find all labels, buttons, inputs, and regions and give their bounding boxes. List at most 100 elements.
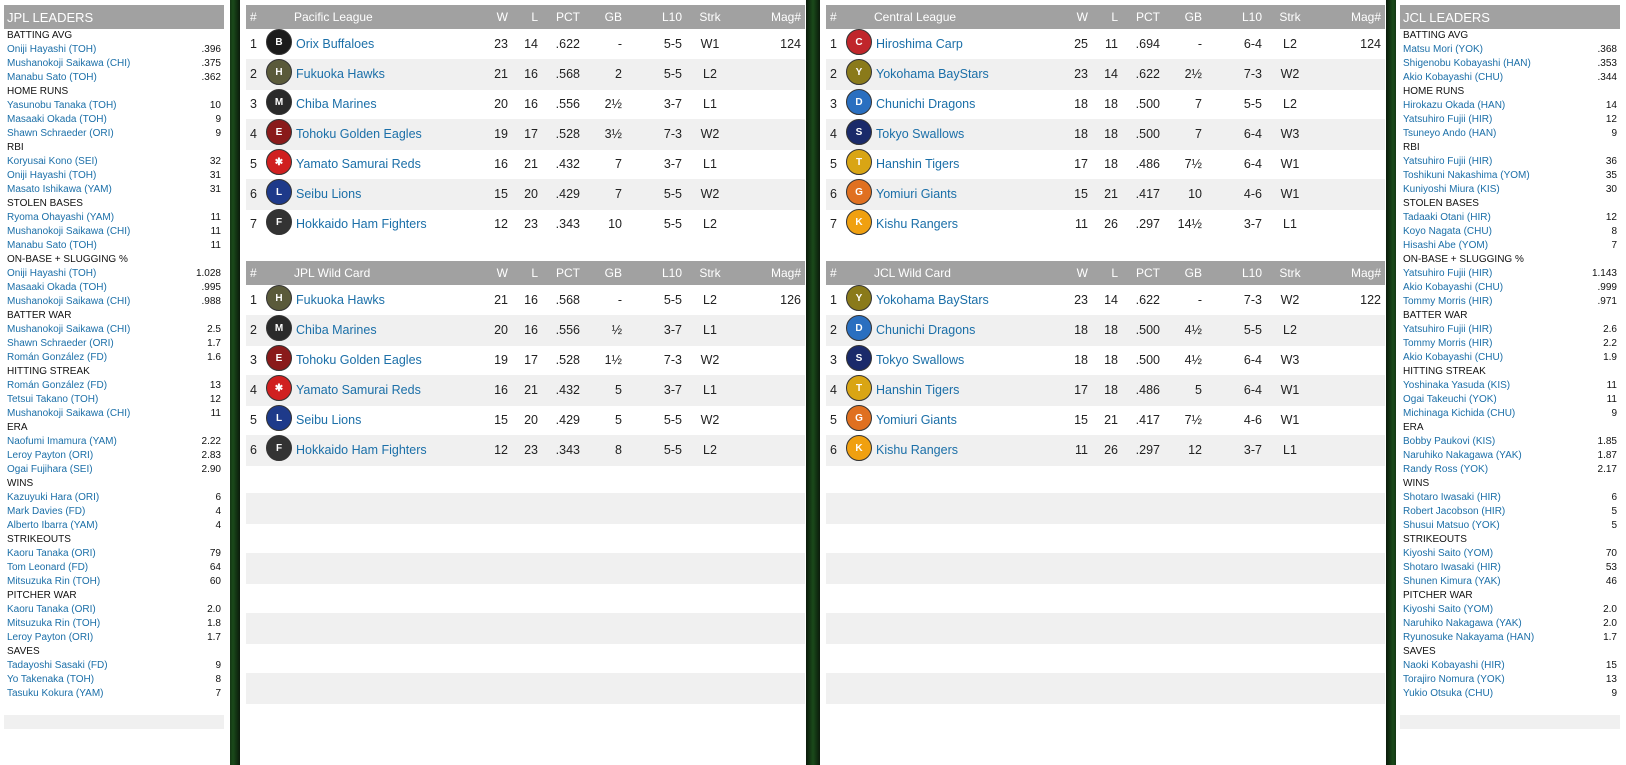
- column-header-w[interactable]: W: [1076, 10, 1088, 24]
- player-link[interactable]: Leroy Payton (ORI): [7, 632, 94, 643]
- standings-row[interactable]: 2 23 14 .622 2½ 7-3 W2 Y Yokohama BayStars: [826, 59, 1385, 90]
- column-header-w[interactable]: W: [1076, 266, 1088, 280]
- player-link[interactable]: Mushanokoji Saikawa (CHI): [7, 58, 131, 69]
- player-link[interactable]: Naruhiko Nakagawa (YAK): [1403, 618, 1522, 629]
- player-link[interactable]: Oniji Hayashi (TOH): [7, 170, 97, 181]
- standings-row[interactable]: 1 23 14 .622 - 5-5 W1 124 B Orix Buffaloes: [246, 29, 805, 60]
- player-link[interactable]: Mitsuzuka Rin (TOH): [7, 576, 101, 587]
- player-link[interactable]: Kiyoshi Saito (YOM): [1403, 604, 1494, 615]
- player-link[interactable]: Matsu Mori (YOK): [1403, 44, 1484, 55]
- team-link[interactable]: Chiba Marines: [296, 97, 377, 111]
- column-header-strk[interactable]: Strk: [1279, 10, 1301, 24]
- player-link[interactable]: Tsuneyo Ando (HAN): [1403, 128, 1497, 139]
- column-header-gb[interactable]: GB: [604, 10, 622, 24]
- player-link[interactable]: Mushanokoji Saikawa (CHI): [7, 408, 131, 419]
- player-link[interactable]: Mushanokoji Saikawa (CHI): [7, 324, 131, 335]
- team-link[interactable]: Seibu Lions: [296, 413, 362, 427]
- standings-row[interactable]: 3 19 17 .528 1½ 7-3 W2 E Tohoku Golden Eagles: [246, 345, 805, 376]
- player-link[interactable]: Masato Ishikawa (YAM): [7, 184, 112, 195]
- standings-row[interactable]: 6 15 21 .417 10 4-6 W1 G Yomiuri Giants: [826, 179, 1385, 210]
- player-link[interactable]: Akio Kobayashi (CHU): [1403, 282, 1504, 293]
- player-link[interactable]: Yatsuhiro Fujii (HIR): [1403, 268, 1493, 279]
- player-link[interactable]: Randy Ross (YOK): [1403, 464, 1489, 475]
- player-link[interactable]: Shunen Kimura (YAK): [1403, 576, 1501, 587]
- player-link[interactable]: Bobby Paukovi (KIS): [1403, 436, 1496, 447]
- team-link[interactable]: Yamato Samurai Reds: [296, 157, 421, 171]
- team-link[interactable]: Yamato Samurai Reds: [296, 383, 421, 397]
- column-header-gb[interactable]: GB: [1184, 10, 1202, 24]
- player-link[interactable]: Mark Davies (FD): [7, 506, 86, 517]
- player-link[interactable]: Román González (FD): [7, 380, 108, 391]
- column-header-l10[interactable]: L10: [661, 10, 682, 24]
- standings-row[interactable]: 4 18 18 .500 7 6-4 W3 S Tokyo Swallows: [826, 119, 1385, 150]
- player-link[interactable]: Koryusai Kono (SEI): [7, 156, 98, 167]
- player-link[interactable]: Yukio Otsuka (CHU): [1403, 688, 1494, 699]
- team-link[interactable]: Tokyo Swallows: [876, 353, 965, 367]
- column-header-mag[interactable]: Mag#: [1350, 266, 1381, 280]
- player-link[interactable]: Hisashi Abe (YOM): [1403, 240, 1489, 251]
- column-header-pct[interactable]: PCT: [556, 10, 580, 24]
- column-header-l10[interactable]: L10: [661, 266, 682, 280]
- player-link[interactable]: Yatsuhiro Fujii (HIR): [1403, 114, 1493, 125]
- player-link[interactable]: Kiyoshi Saito (YOM): [1403, 548, 1494, 559]
- player-link[interactable]: Robert Jacobson (HIR): [1403, 506, 1506, 517]
- player-link[interactable]: Shawn Schraeder (ORI): [7, 338, 114, 349]
- player-link[interactable]: Tadayoshi Sasaki (FD): [7, 660, 108, 671]
- team-link[interactable]: Yomiuri Giants: [876, 413, 957, 427]
- player-link[interactable]: Kazuyuki Hara (ORI): [7, 492, 100, 503]
- player-link[interactable]: Akio Kobayashi (CHU): [1403, 352, 1504, 363]
- player-link[interactable]: Mushanokoji Saikawa (CHI): [7, 296, 131, 307]
- team-link[interactable]: Seibu Lions: [296, 187, 362, 201]
- team-link[interactable]: Hanshin Tigers: [876, 383, 960, 397]
- team-link[interactable]: Chunichi Dragons: [876, 323, 976, 337]
- team-link[interactable]: Hiroshima Carp: [876, 37, 963, 51]
- player-link[interactable]: Oniji Hayashi (TOH): [7, 268, 97, 279]
- standings-row[interactable]: 1 23 14 .622 - 7-3 W2 122 Y Yokohama BayStars: [826, 285, 1385, 316]
- player-link[interactable]: Ryoma Ohayashi (YAM): [7, 212, 115, 223]
- column-header-l10[interactable]: L10: [1241, 10, 1262, 24]
- player-link[interactable]: Koyo Nagata (CHU): [1403, 226, 1492, 237]
- team-link[interactable]: Yomiuri Giants: [876, 187, 957, 201]
- player-link[interactable]: Hirokazu Okada (HAN): [1403, 100, 1506, 111]
- standings-row[interactable]: 7 11 26 .297 14½ 3-7 L1 K Kishu Rangers: [826, 209, 1385, 240]
- team-link[interactable]: Yokohama BayStars: [876, 67, 989, 81]
- player-link[interactable]: Yatsuhiro Fujii (HIR): [1403, 156, 1493, 167]
- column-header-mag[interactable]: Mag#: [770, 266, 801, 280]
- player-link[interactable]: Masaaki Okada (TOH): [7, 114, 107, 125]
- column-header-l[interactable]: L: [1111, 266, 1118, 280]
- player-link[interactable]: Tom Leonard (FD): [7, 562, 89, 573]
- column-header-strk[interactable]: Strk: [699, 10, 721, 24]
- player-link[interactable]: Tasuku Kokura (YAM): [7, 688, 104, 699]
- standings-row[interactable]: 2 18 18 .500 4½ 5-5 L2 D Chunichi Dragons: [826, 315, 1385, 346]
- column-header-rank[interactable]: #: [830, 10, 837, 24]
- column-header-pct[interactable]: PCT: [556, 266, 580, 280]
- column-header-w[interactable]: W: [496, 10, 508, 24]
- team-link[interactable]: Chunichi Dragons: [876, 97, 976, 111]
- player-link[interactable]: Shusui Matsuo (YOK): [1403, 520, 1500, 531]
- standings-row[interactable]: 2 21 16 .568 2 5-5 L2 H Fukuoka Hawks: [246, 59, 805, 90]
- player-link[interactable]: Shotaro Iwasaki (HIR): [1403, 492, 1501, 503]
- player-link[interactable]: Ogai Takeuchi (YOK): [1403, 394, 1497, 405]
- player-link[interactable]: Naruhiko Nakagawa (YAK): [1403, 450, 1522, 461]
- standings-row[interactable]: 4 17 18 .486 5 6-4 W1 T Hanshin Tigers: [826, 375, 1385, 406]
- player-link[interactable]: Yoshinaka Yasuda (KIS): [1403, 380, 1511, 391]
- player-link[interactable]: Román González (FD): [7, 352, 108, 363]
- column-header-mag[interactable]: Mag#: [1350, 10, 1381, 24]
- column-header-w[interactable]: W: [496, 266, 508, 280]
- column-header-l10[interactable]: L10: [1241, 266, 1262, 280]
- standings-row[interactable]: 5 16 21 .432 7 3-7 L1 ✱ Yamato Samurai Reds: [246, 149, 805, 180]
- team-link[interactable]: Tohoku Golden Eagles: [296, 127, 422, 141]
- player-link[interactable]: Tommy Morris (HIR): [1403, 296, 1493, 307]
- column-header-rank[interactable]: #: [250, 10, 257, 24]
- column-header-mag[interactable]: Mag#: [770, 10, 801, 24]
- standings-row[interactable]: 6 12 23 .343 8 5-5 L2 F Hokkaido Ham Fighters: [246, 435, 805, 466]
- player-link[interactable]: Oniji Hayashi (TOH): [7, 44, 97, 55]
- team-link[interactable]: Hokkaido Ham Fighters: [296, 217, 427, 231]
- player-link[interactable]: Kaoru Tanaka (ORI): [7, 548, 96, 559]
- standings-row[interactable]: 6 11 26 .297 12 3-7 L1 K Kishu Rangers: [826, 435, 1385, 466]
- standings-row[interactable]: 5 17 18 .486 7½ 6-4 W1 T Hanshin Tigers: [826, 149, 1385, 180]
- column-header-pct[interactable]: PCT: [1136, 266, 1160, 280]
- standings-row[interactable]: 3 20 16 .556 2½ 3-7 L1 M Chiba Marines: [246, 89, 805, 120]
- team-link[interactable]: Chiba Marines: [296, 323, 377, 337]
- standings-row[interactable]: 3 18 18 .500 4½ 6-4 W3 S Tokyo Swallows: [826, 345, 1385, 376]
